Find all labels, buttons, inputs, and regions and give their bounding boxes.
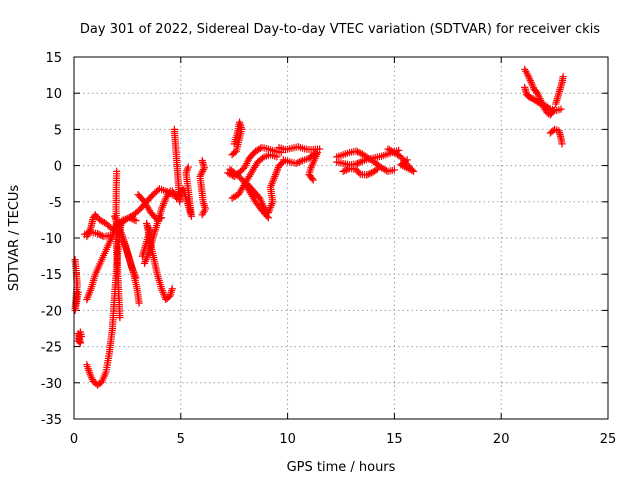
data-point	[559, 72, 567, 81]
data-point	[228, 151, 236, 159]
data-points	[71, 65, 567, 389]
data-point	[557, 105, 565, 113]
series-cluster-6h	[196, 156, 209, 219]
series-arc-9h	[243, 158, 287, 217]
data-point	[116, 314, 124, 322]
data-point	[77, 332, 86, 341]
series-arc-13h	[339, 164, 381, 179]
series-arc-c	[81, 228, 114, 241]
x-tick-label: 25	[600, 432, 617, 447]
series-arc-23h	[552, 72, 567, 108]
x-tick-label: 10	[279, 432, 296, 447]
y-tick-label: -35	[41, 413, 62, 428]
data-point	[132, 274, 140, 282]
data-point	[273, 153, 281, 161]
data-point	[238, 166, 246, 174]
series-arc-b	[83, 211, 140, 241]
data-point	[184, 163, 192, 171]
y-tick-label: -30	[41, 377, 62, 392]
series-arc-22h	[546, 125, 566, 148]
data-point	[373, 165, 381, 173]
data-point	[390, 166, 398, 174]
x-tick-label: 20	[493, 432, 510, 447]
y-tick-labels: -35 -30 -25 -20 -15 -10 -5 0 5 10 15	[41, 51, 62, 428]
series-cluster-5h	[168, 163, 196, 220]
series-arc-8h-c	[228, 151, 281, 202]
series-arc-left-edge	[71, 256, 82, 314]
series-cluster-24	[74, 328, 86, 347]
y-tick-label: 5	[54, 123, 62, 138]
series-arc-10h	[279, 148, 322, 184]
series-arc-e	[110, 212, 140, 282]
series-arc-g	[138, 219, 176, 304]
x-tick-label: 15	[386, 432, 403, 447]
series-arc-8h-b	[224, 143, 285, 181]
data-point	[198, 211, 206, 219]
plot-frame	[73, 56, 609, 420]
data-point	[106, 231, 114, 239]
x-tick-label: 5	[177, 432, 185, 447]
chart-title: Day 301 of 2022, Sidereal Day-to-day VTE…	[80, 22, 600, 37]
y-tick-label: -5	[49, 196, 62, 211]
series-spike-5h	[170, 125, 185, 206]
series-arc-12h-b	[333, 147, 398, 175]
data-point	[132, 217, 140, 225]
grid-lines	[74, 57, 608, 419]
x-axis-label: GPS time / hours	[287, 460, 396, 475]
data-point	[74, 288, 82, 296]
y-tick-label: -10	[41, 232, 62, 247]
y-tick-label: -15	[41, 268, 62, 283]
y-axis-label: SDTVAR / TECUs	[7, 185, 22, 292]
data-point	[168, 285, 176, 293]
data-point	[403, 156, 411, 164]
data-point	[316, 145, 324, 153]
series-arc-h	[134, 190, 166, 224]
series-arc-10h-top	[275, 143, 324, 154]
data-point	[558, 140, 566, 148]
data-point	[309, 176, 317, 184]
x-tick-label: 0	[70, 432, 78, 447]
y-tick-label: 10	[45, 87, 62, 102]
y-tick-label: -25	[41, 341, 62, 356]
data-point	[157, 214, 166, 222]
series-arc-21h-b	[521, 83, 565, 115]
series-arc-15h	[384, 145, 418, 175]
series-arc-8h-top	[228, 118, 246, 159]
y-tick-label: 15	[45, 51, 62, 66]
y-tick-label: 0	[54, 160, 62, 175]
y-tick-label: -20	[41, 304, 62, 319]
data-point	[135, 299, 143, 307]
x-tick-labels: 0 5 10 15 20 25	[70, 432, 616, 447]
